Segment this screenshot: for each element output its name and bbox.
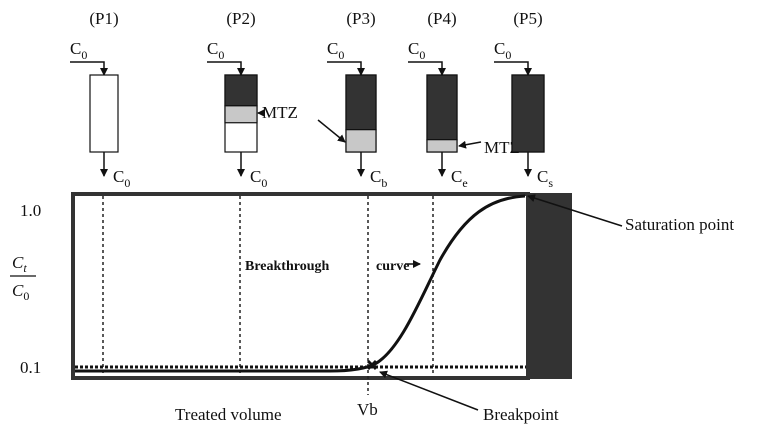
inlet-label: C0 [327,39,344,62]
phase-label: (P3) [346,9,375,28]
saturated-region [527,193,572,379]
saturated-zone [511,74,545,153]
breakthrough-curve [75,194,526,373]
outlet-label: C0 [113,167,130,190]
outlet-label: Cb [370,167,387,190]
inlet-arrow [327,61,365,76]
inlet-label: C0 [408,39,425,62]
breakpoint-marker [366,359,378,371]
saturated-zone [426,74,458,141]
mtz-zone [224,105,258,124]
y-label-denominator: C0 [12,281,29,303]
outlet-label: Cs [537,167,553,190]
inlet-label: C0 [494,39,511,62]
x-axis-label: Treated volume [175,405,282,424]
mtz-zone [345,129,377,153]
mtz-label: MTZ [484,138,520,157]
arrow [527,194,623,227]
y-top-label: 1.0 [20,201,41,220]
y-label-numerator: Ct [12,253,27,275]
saturated-zone [345,74,377,131]
mtz-label: MTZ [262,103,298,122]
arrow [458,140,482,149]
saturated-zone [224,74,258,107]
arrow [379,370,479,411]
mtz-zone [426,139,458,153]
phase-guides [102,196,434,395]
column [89,74,119,153]
outlet-label: Ce [451,167,468,190]
phase-label: (P1) [89,9,118,28]
saturation-label: Saturation point [625,215,734,234]
inlet-arrow [408,61,446,76]
inlet-arrow [207,61,245,76]
inlet-label: C0 [207,39,224,62]
breakpoint-label: Breakpoint [483,405,559,424]
vb-label: Vb [357,400,378,419]
phase-label: (P4) [427,9,456,28]
plot-frame [71,192,530,380]
inlet-label: C0 [70,39,87,62]
outlet-label: C0 [250,167,267,190]
y-bottom-label: 0.1 [20,358,41,377]
inlet-arrow [494,61,532,76]
curve-label: Breakthrough [245,259,329,274]
phase-label: (P5) [513,9,542,28]
phase-label: (P2) [226,9,255,28]
arrow [317,119,346,143]
inlet-arrow [70,61,108,76]
curve-label: curve [376,259,409,274]
